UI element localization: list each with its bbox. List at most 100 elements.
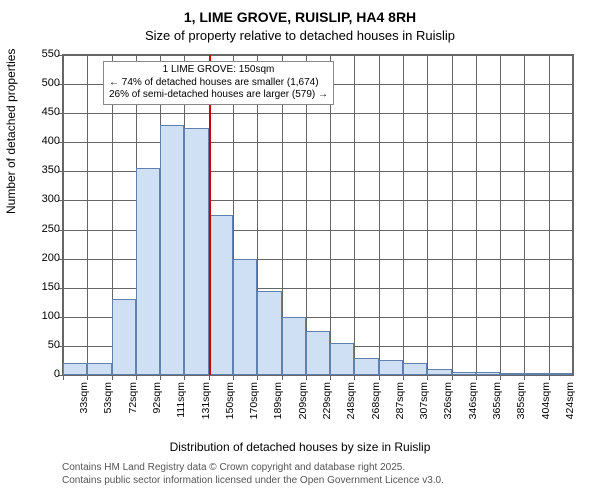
footnote-line2: Contains public sector information licen… [62,475,444,488]
x-tick-label: 150sqm [224,382,236,432]
y-axis-label: Number of detached properties [4,49,18,214]
histogram-bar [549,373,573,375]
y-tick-label: 0 [24,368,60,380]
x-tick-mark [427,375,428,380]
gridline-v [572,55,573,375]
histogram-bar [184,128,208,375]
x-tick-label: 92sqm [151,382,163,432]
x-tick-mark [524,375,525,380]
x-tick-mark [160,375,161,380]
x-tick-mark [184,375,185,380]
x-tick-mark [63,375,64,380]
x-tick-mark [403,375,404,380]
x-tick-mark [209,375,210,380]
histogram-bar [209,215,233,375]
y-tick-label: 350 [24,164,60,176]
histogram-bar [63,363,87,375]
histogram-bar [257,291,281,375]
x-tick-mark [257,375,258,380]
footnote-line1: Contains HM Land Registry data © Crown c… [62,462,444,475]
gridline-v [549,55,550,375]
histogram-bar [524,373,548,375]
x-tick-label: 189sqm [272,382,284,432]
x-axis-label: Distribution of detached houses by size … [0,440,600,454]
gridline-h [63,55,573,56]
x-tick-label: 229sqm [321,382,333,432]
histogram-bar [500,373,524,375]
y-tick-label: 300 [24,193,60,205]
gridline-v [354,55,355,375]
x-tick-mark [549,375,550,380]
gridline-v [427,55,428,375]
histogram-bar [87,363,111,375]
x-tick-label: 111sqm [175,382,187,432]
histogram-bar [427,369,451,375]
x-tick-label: 72sqm [127,382,139,432]
x-tick-mark [500,375,501,380]
x-tick-mark [136,375,137,380]
x-tick-label: 326sqm [442,382,454,432]
y-tick-label: 50 [24,339,60,351]
x-tick-label: 385sqm [515,382,527,432]
histogram-bar [379,360,403,375]
annotation-line3: 26% of semi-detached houses are larger (… [109,89,328,102]
x-tick-label: 346sqm [467,382,479,432]
x-tick-mark [354,375,355,380]
gridline-v [452,55,453,375]
x-tick-mark [112,375,113,380]
histogram-bar [306,331,330,375]
gridline-v [87,55,88,375]
x-tick-label: 248sqm [345,382,357,432]
x-tick-label: 287sqm [394,382,406,432]
gridline-h [63,375,573,376]
histogram-bar [112,299,136,375]
gridline-h [63,142,573,143]
annotation-box: 1 LIME GROVE: 150sqm← 74% of detached ho… [103,61,334,105]
histogram-bar [330,343,354,375]
x-tick-mark [379,375,380,380]
annotation-line2: ← 74% of detached houses are smaller (1,… [109,77,328,90]
x-tick-mark [476,375,477,380]
x-tick-mark [233,375,234,380]
x-tick-label: 424sqm [564,382,576,432]
gridline-v [476,55,477,375]
histogram-bar [282,317,306,375]
histogram-bar [476,372,500,375]
gridline-v [524,55,525,375]
x-tick-label: 365sqm [491,382,503,432]
x-tick-label: 33sqm [78,382,90,432]
gridline-h [63,113,573,114]
x-tick-mark [282,375,283,380]
histogram-bar [403,363,427,375]
chart-subtitle: Size of property relative to detached ho… [0,26,600,43]
histogram-bar [160,125,184,375]
footnote: Contains HM Land Registry data © Crown c… [62,462,444,487]
x-tick-label: 307sqm [418,382,430,432]
x-tick-label: 268sqm [370,382,382,432]
x-tick-label: 404sqm [540,382,552,432]
y-tick-label: 150 [24,281,60,293]
y-tick-label: 400 [24,135,60,147]
y-tick-label: 100 [24,310,60,322]
y-tick-label: 200 [24,252,60,264]
x-tick-label: 131sqm [200,382,212,432]
chart-title: 1, LIME GROVE, RUISLIP, HA4 8RH [0,0,600,26]
x-tick-label: 53sqm [102,382,114,432]
annotation-line1: 1 LIME GROVE: 150sqm [109,64,328,77]
histogram-bar [452,372,476,375]
x-tick-label: 209sqm [297,382,309,432]
y-tick-label: 550 [24,48,60,60]
y-tick-label: 250 [24,223,60,235]
x-tick-label: 170sqm [248,382,260,432]
x-tick-mark [330,375,331,380]
gridline-v [403,55,404,375]
histogram-bar [354,358,378,375]
x-tick-mark [306,375,307,380]
plot-area: 1 LIME GROVE: 150sqm← 74% of detached ho… [62,54,574,376]
x-tick-mark [87,375,88,380]
y-tick-label: 450 [24,106,60,118]
gridline-v [63,55,64,375]
x-tick-mark [452,375,453,380]
histogram-bar [136,168,160,375]
gridline-v [500,55,501,375]
